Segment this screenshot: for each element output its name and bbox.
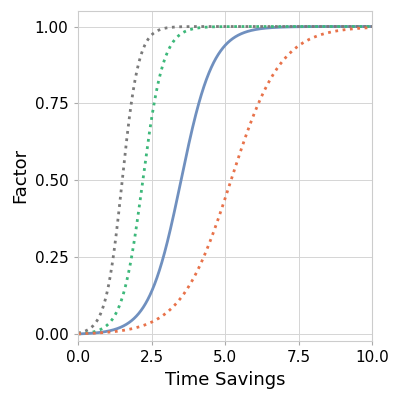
- X-axis label: Time Savings: Time Savings: [165, 371, 285, 389]
- Y-axis label: Factor: Factor: [11, 148, 29, 204]
